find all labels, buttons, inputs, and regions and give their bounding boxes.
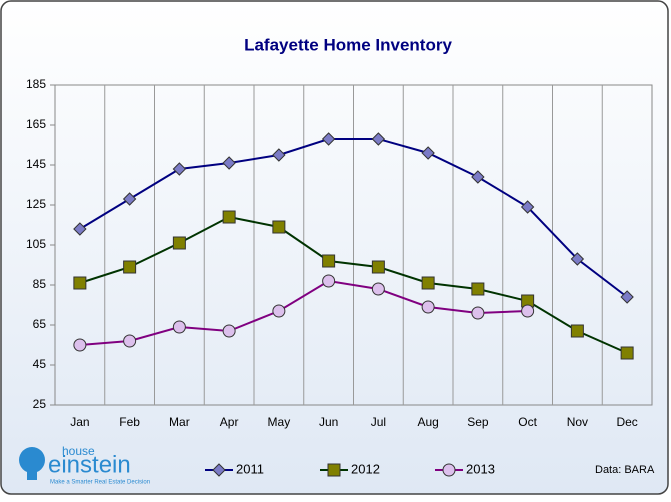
marker bbox=[123, 260, 137, 274]
legend-marker bbox=[327, 463, 341, 477]
marker bbox=[272, 220, 286, 234]
marker bbox=[471, 170, 485, 184]
y-tick-label: 105 bbox=[26, 237, 46, 251]
x-tick-label: Nov bbox=[567, 415, 588, 429]
logo-top: house bbox=[62, 444, 95, 458]
marker bbox=[371, 132, 386, 146]
chart-title: Lafayette Home Inventory bbox=[244, 35, 452, 54]
legend-label: 2012 bbox=[351, 461, 380, 476]
marker bbox=[122, 192, 137, 206]
marker bbox=[73, 222, 87, 236]
source: Data: BARA bbox=[595, 464, 655, 476]
x-tick-label: Mar bbox=[169, 415, 190, 429]
marker bbox=[222, 210, 236, 224]
x-tick-label: Oct bbox=[518, 415, 537, 429]
marker bbox=[322, 274, 336, 288]
logo-name: einstein bbox=[48, 451, 131, 478]
marker bbox=[321, 132, 336, 146]
marker bbox=[222, 156, 236, 170]
marker bbox=[73, 338, 87, 352]
y-tick-label: 65 bbox=[33, 317, 47, 331]
x-tick-label: May bbox=[268, 415, 291, 429]
marker bbox=[471, 306, 485, 320]
marker bbox=[570, 252, 585, 266]
y-tick-label: 45 bbox=[33, 357, 47, 371]
logo: house einstein Make a Smarter Real Estat… bbox=[19, 444, 150, 486]
logo-tagline: Make a Smarter Real Estate Decision bbox=[50, 480, 150, 486]
legend-label: 2013 bbox=[466, 461, 495, 476]
y-tick-label: 125 bbox=[26, 197, 46, 211]
marker bbox=[620, 290, 634, 304]
marker bbox=[172, 162, 187, 176]
x-tick-label: Jan bbox=[70, 415, 89, 429]
y-tick-label: 165 bbox=[26, 117, 46, 131]
legend-label: 2011 bbox=[236, 461, 264, 476]
marker bbox=[421, 300, 435, 314]
x-tick-label: Jul bbox=[371, 415, 386, 429]
marker bbox=[421, 146, 435, 160]
marker bbox=[520, 200, 535, 214]
y-tick-label: 25 bbox=[33, 397, 47, 411]
marker bbox=[570, 324, 584, 338]
x-tick-label: Aug bbox=[417, 415, 438, 429]
marker bbox=[322, 254, 336, 268]
x-tick-label: Sep bbox=[467, 415, 489, 429]
marker bbox=[222, 324, 236, 338]
y-tick-label: 185 bbox=[26, 77, 46, 91]
x-tick-label: Feb bbox=[119, 415, 140, 429]
legend-marker bbox=[212, 463, 226, 477]
marker bbox=[371, 260, 385, 274]
series-line bbox=[79, 138, 628, 298]
marker bbox=[172, 320, 186, 334]
marker bbox=[73, 276, 87, 290]
y-tick-label: 85 bbox=[33, 277, 47, 291]
x-tick-label: Dec bbox=[616, 415, 637, 429]
y-tick-label: 145 bbox=[26, 157, 46, 171]
series-line bbox=[79, 215, 628, 354]
marker bbox=[272, 304, 286, 318]
logo-bulb-base bbox=[27, 472, 37, 480]
marker bbox=[421, 276, 435, 290]
legend-marker bbox=[442, 463, 456, 477]
logo-bulb bbox=[19, 447, 45, 473]
marker bbox=[172, 236, 186, 250]
x-tick-label: Jun bbox=[319, 415, 338, 429]
marker bbox=[620, 346, 634, 360]
marker bbox=[272, 148, 286, 162]
marker bbox=[371, 282, 385, 296]
marker bbox=[521, 304, 535, 318]
x-tick-label: Apr bbox=[220, 415, 239, 429]
series-line bbox=[79, 279, 528, 346]
marker bbox=[471, 282, 485, 296]
marker bbox=[123, 334, 137, 348]
